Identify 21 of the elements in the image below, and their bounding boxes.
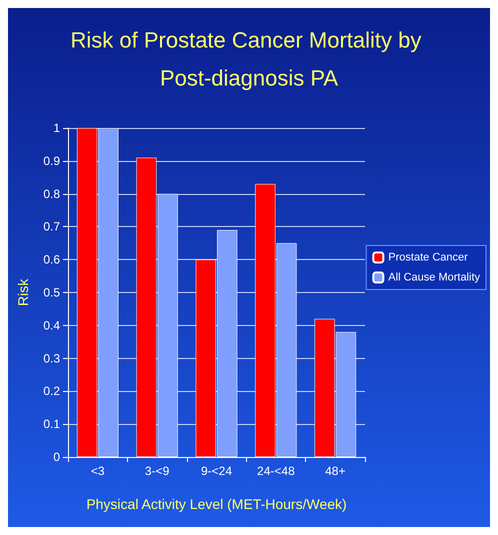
x-axis-title: Physical Activity Level (MET-Hours/Week) — [86, 496, 347, 512]
y-axis-title: Risk — [15, 278, 31, 306]
chart-title: Risk of Prostate Cancer Mortality by Post-diagnosis PA — [70, 28, 428, 90]
legend-label: All Cause Mortality — [388, 272, 480, 284]
y-tick-label: 0 — [53, 450, 60, 464]
y-tick-label: 0.5 — [43, 286, 60, 300]
y-tick-label: 0.6 — [43, 252, 60, 267]
x-tick-label: <3 — [90, 464, 105, 478]
y-tick-label: 0.4 — [43, 318, 60, 332]
x-tick-label: 24-<48 — [257, 464, 296, 478]
x-tick-label: 9-<24 — [200, 464, 232, 478]
y-tick-label: 1 — [53, 121, 60, 135]
y-tick-label: 0.1 — [43, 417, 60, 432]
x-tick-label: 48+ — [325, 464, 346, 478]
legend-label: Prostate Cancer — [388, 252, 468, 264]
x-tick-label: 3-<9 — [144, 464, 170, 478]
y-tick-label: 0.2 — [43, 384, 60, 398]
y-tick-label: 0.3 — [43, 351, 60, 366]
y-tick-label: 0.8 — [43, 186, 60, 201]
y-tick-label: 0.7 — [43, 220, 60, 234]
y-tick-label: 0.9 — [43, 154, 60, 168]
